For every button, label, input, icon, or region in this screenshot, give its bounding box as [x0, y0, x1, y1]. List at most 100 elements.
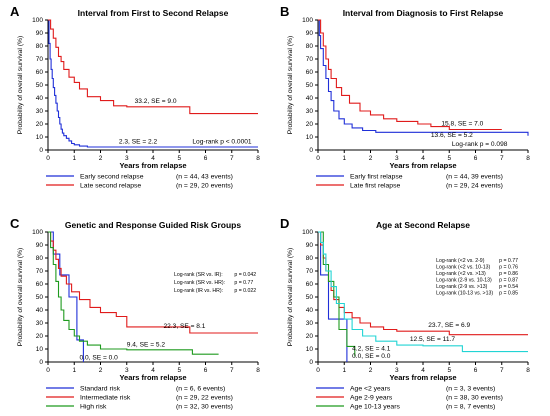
y-tick-label: 20 — [36, 333, 44, 340]
y-tick-label: 40 — [36, 95, 44, 102]
x-tick-label: 8 — [526, 155, 530, 162]
legend-counts: (n = 29, 20 events) — [176, 183, 233, 190]
annotation: Log-rank (<2 vs. >13) — [436, 271, 486, 277]
annotation: 23.7, SE = 6.9 — [428, 322, 470, 329]
chart-title: Genetic and Response Guided Risk Groups — [65, 220, 241, 230]
y-tick-label: 90 — [36, 242, 44, 249]
y-tick-label: 90 — [306, 30, 314, 37]
y-tick-label: 0 — [39, 147, 43, 154]
annotation: 9.4, SE = 5.2 — [127, 341, 166, 348]
y-tick-label: 80 — [306, 255, 314, 262]
survival-curve-1 — [318, 19, 529, 136]
legend: Early second relapse (n = 44, 43 events) L… — [46, 174, 233, 190]
chart-title: Interval from First to Second Relapse — [78, 8, 229, 18]
legend-counts: (n = 44, 39 events) — [446, 174, 503, 181]
annotation: Log-rank (<2 vs. 10-13) — [436, 264, 490, 270]
annotation: 15.8, SE = 7.0 — [441, 120, 483, 127]
legend-label: Age 10-13 years — [350, 404, 400, 411]
annotation: 4.2, SE = 4.1 — [352, 345, 391, 352]
y-tick-label: 90 — [36, 30, 44, 37]
y-tick-label: 0 — [309, 359, 313, 366]
x-tick-label: 7 — [500, 155, 504, 162]
y-axis-label: Probability of overall survival (%) — [17, 248, 24, 347]
x-tick-label: 7 — [230, 367, 234, 374]
x-tick-label: 2 — [99, 367, 103, 374]
survival-curve-3 — [318, 231, 356, 357]
annotation: 33.2, SE = 9.0 — [135, 98, 177, 105]
annotation: Log-rank p = 0.098 — [452, 141, 508, 148]
annotation: p = 0.042 — [234, 272, 256, 278]
survival-curves — [48, 231, 258, 362]
legend-counts: (n = 32, 30 events) — [176, 404, 233, 411]
legend-counts: (n = 29, 24 events) — [446, 183, 503, 190]
panel-letter: B — [280, 4, 289, 19]
y-tick-label: 10 — [306, 346, 314, 353]
x-tick-label: 5 — [177, 367, 181, 374]
y-tick-label: 50 — [36, 82, 44, 89]
annotation: 12.5, SE = 11.7 — [410, 336, 455, 343]
annotation: Log-rank (SR vs. HR): — [174, 280, 225, 286]
x-tick-label: 3 — [395, 155, 399, 162]
legend-counts: (n = 3, 3 events) — [446, 386, 495, 393]
survival-curves — [318, 231, 528, 362]
annotation: p = 0.86 — [499, 271, 518, 277]
annotation: 13.6, SE = 5.2 — [431, 132, 473, 139]
y-tick-label: 70 — [306, 268, 314, 275]
survival-curve-3 — [48, 231, 219, 355]
y-tick-label: 100 — [302, 229, 313, 236]
x-tick-label: 3 — [125, 155, 129, 162]
x-tick-label: 5 — [447, 155, 451, 162]
x-axis-label: Years from relapse — [389, 161, 456, 170]
y-tick-label: 10 — [36, 346, 44, 353]
y-tick-label: 10 — [36, 134, 44, 141]
x-tick-label: 1 — [72, 155, 76, 162]
annotations: Log-rank (<2 vs. 2-9)Log-rank (<2 vs. 10… — [352, 258, 518, 360]
annotation: 22.3, SE = 8.1 — [164, 323, 206, 330]
x-tick-label: 8 — [526, 367, 530, 374]
legend-counts: (n = 44, 43 events) — [176, 174, 233, 181]
x-tick-label: 5 — [447, 367, 451, 374]
x-tick-label: 6 — [204, 367, 208, 374]
annotation: p = 0.85 — [499, 290, 518, 296]
y-tick-label: 80 — [306, 43, 314, 50]
x-axis-label: Years from relapse — [389, 373, 456, 382]
y-tick-label: 20 — [306, 121, 314, 128]
x-tick-label: 4 — [421, 367, 425, 374]
x-tick-label: 4 — [151, 155, 155, 162]
x-tick-label: 8 — [256, 155, 260, 162]
legend-label: Age <2 years — [350, 386, 391, 393]
y-tick-label: 60 — [36, 281, 44, 288]
y-tick-label: 30 — [36, 320, 44, 327]
x-tick-label: 4 — [421, 155, 425, 162]
y-tick-label: 80 — [36, 43, 44, 50]
annotation: 2.3, SE = 2.2 — [119, 139, 158, 146]
y-tick-label: 30 — [306, 320, 314, 327]
x-tick-label: 0 — [316, 155, 320, 162]
annotation: 0.0, SE = 0.0 — [352, 353, 391, 360]
y-tick-label: 50 — [36, 294, 44, 301]
y-tick-label: 50 — [306, 294, 314, 301]
annotation: Log-rank (2-9 vs. 10-13) — [436, 277, 492, 283]
survival-curve-1 — [48, 19, 258, 148]
annotations: 15.8, SE = 7.0 13.6, SE = 5.2 Log-rank p =… — [431, 120, 508, 148]
y-tick-label: 0 — [39, 359, 43, 366]
legend-label: Early first relapse — [350, 174, 403, 181]
x-tick-label: 6 — [474, 155, 478, 162]
panel-b: B Interval from Diagnosis to First Relap… — [280, 4, 530, 190]
x-tick-label: 0 — [316, 367, 320, 374]
annotation: Log-rank (<2 vs. 2-9) — [436, 258, 485, 264]
annotation: p = 0.76 — [499, 264, 518, 270]
survival-curve-4 — [318, 231, 528, 353]
chart-title: Age at Second Relapse — [376, 220, 470, 230]
y-tick-label: 50 — [306, 82, 314, 89]
survival-curve-2 — [318, 19, 502, 131]
legend: Age <2 years (n = 3, 3 events) Age 2-9 yea… — [316, 386, 503, 416]
y-tick-label: 20 — [36, 121, 44, 128]
chart-title: Interval from Diagnosis to First Relapse — [343, 8, 504, 18]
y-tick-label: 0 — [309, 147, 313, 154]
x-tick-label: 4 — [151, 367, 155, 374]
annotation: p = 0.87 — [499, 277, 518, 283]
